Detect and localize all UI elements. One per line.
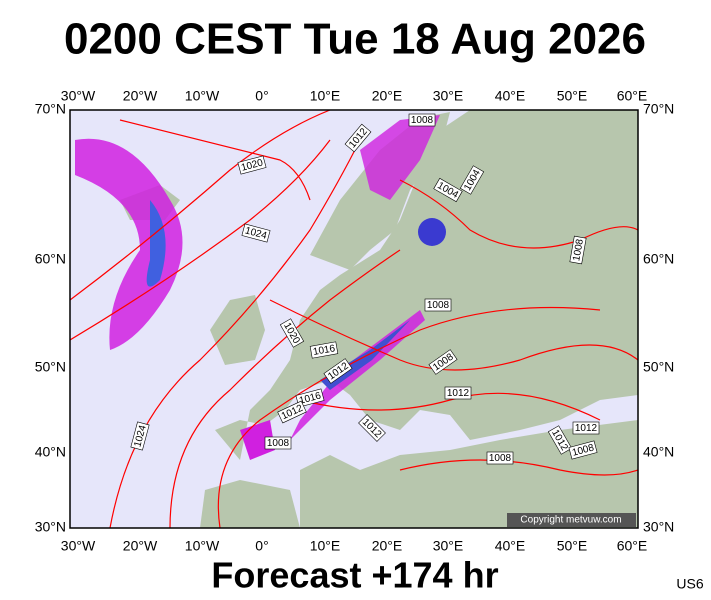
isobar-label-text: 1012: [575, 423, 598, 434]
land-europe: [215, 110, 638, 460]
model-code: US6: [676, 576, 703, 592]
lon-label-bottom: 40°E: [495, 538, 526, 554]
lat-label-right: 50°N: [643, 359, 674, 375]
lat-label-left: 70°N: [35, 101, 66, 117]
isobar-label: 1024: [241, 223, 271, 243]
isobar-label: 1008: [424, 298, 452, 312]
isobar-label-box: [237, 155, 267, 175]
lon-label-bottom: 30°E: [433, 538, 464, 554]
lon-label-bottom: 30°W: [61, 538, 96, 554]
lon-label-top: 10°E: [310, 88, 341, 104]
lon-label-top: 10°W: [185, 88, 220, 104]
forecast-label: Forecast +174 hr: [211, 555, 498, 596]
lat-label-right: 70°N: [643, 101, 674, 117]
lat-label-left: 30°N: [35, 519, 66, 535]
lon-label-bottom: 50°E: [557, 538, 588, 554]
lon-label-top: 0°: [255, 88, 268, 104]
title: 0200 CEST Tue 18 Aug 2026: [64, 15, 646, 64]
isobar-label: 1024: [130, 421, 150, 451]
lat-label-left: 40°N: [35, 444, 66, 460]
lon-label-bottom: 60°E: [617, 538, 648, 554]
isobar-label-text: 1012: [447, 388, 470, 399]
isobar-label-box: [572, 421, 600, 435]
isobar-label: 1012: [572, 421, 600, 435]
isobar-label: 1008: [486, 451, 514, 465]
isobar-label: 1008: [569, 235, 587, 265]
precip-north: [360, 115, 440, 200]
isobar-label: 1008: [568, 440, 598, 460]
lon-label-top: 30°E: [433, 88, 464, 104]
isobar-label-text: 1008: [489, 453, 512, 464]
precip-front: [290, 310, 425, 440]
lat-label-right: 60°N: [643, 251, 674, 267]
isobar-label-box: [264, 436, 292, 450]
isobar-label: 1016: [309, 341, 339, 359]
lon-label-top: 30°W: [61, 88, 96, 104]
lon-label-bottom: 10°E: [310, 538, 341, 554]
isobar-label-box: [358, 414, 386, 442]
lon-label-bottom: 20°E: [372, 538, 403, 554]
isobar-label-box: [295, 388, 325, 408]
isobar-label-text: 1008: [267, 438, 290, 449]
lon-label-top: 20°W: [123, 88, 158, 104]
isobar-label: 1020: [237, 155, 267, 175]
isobar-label: 1008: [408, 113, 436, 127]
lon-label-top: 20°E: [372, 88, 403, 104]
isobar-label-box: [486, 451, 514, 465]
isobar-label-text: 1008: [411, 115, 434, 126]
isobar-label-text: 1016: [312, 343, 336, 358]
lon-label-bottom: 0°: [255, 538, 268, 554]
isobar-label-box: [568, 440, 598, 460]
isobar-label: 1016: [295, 388, 325, 408]
precip-cell: [418, 218, 446, 246]
isobar-label: 1012: [444, 386, 472, 400]
isobar-label-box: [323, 358, 353, 384]
land-africa: [200, 480, 300, 528]
map-frame: [69, 109, 639, 529]
lat-label-left: 60°N: [35, 251, 66, 267]
isobar-label-box: [344, 123, 372, 153]
isobar-label-box: [444, 386, 472, 400]
isobar-label-box: [241, 223, 271, 243]
isobar-label-box: [408, 113, 436, 127]
lon-label-top: 40°E: [495, 88, 526, 104]
land-britain: [210, 295, 265, 365]
isobar-label-box: [459, 165, 485, 195]
isobar-label-box: [279, 318, 305, 348]
map: Copyright metvuw.com 30°W 30°W 20°W 20°W 10°…: [35, 88, 675, 554]
isobar-label-box: [309, 341, 339, 359]
land-south: [300, 420, 638, 528]
lat-label-right: 30°N: [643, 519, 674, 535]
lat-label-right: 40°N: [643, 444, 674, 460]
lon-label-bottom: 10°W: [185, 538, 220, 554]
isobar-label: 1008: [264, 436, 292, 450]
isobar-label-box: [547, 425, 573, 455]
isobar-label-box: [130, 421, 150, 451]
isobar-label-box: [424, 298, 452, 312]
copyright: Copyright metvuw.com: [520, 515, 621, 526]
isobar-label-box: [433, 177, 463, 203]
isobar-label-box: [277, 400, 307, 424]
isobar-label-text: 1008: [427, 300, 450, 311]
precip-band: [75, 138, 183, 350]
copyright-box: [507, 513, 636, 527]
precip-core: [146, 200, 166, 287]
lon-label-bottom: 20°W: [123, 538, 158, 554]
isobar-label-text: 1008: [571, 238, 586, 262]
isobar-label-box: [428, 349, 458, 375]
lat-label-left: 50°N: [35, 359, 66, 375]
isobar-label-box: [569, 235, 587, 265]
lon-label-top: 50°E: [557, 88, 588, 104]
isobars: [70, 110, 638, 528]
lon-label-top: 60°E: [617, 88, 648, 104]
